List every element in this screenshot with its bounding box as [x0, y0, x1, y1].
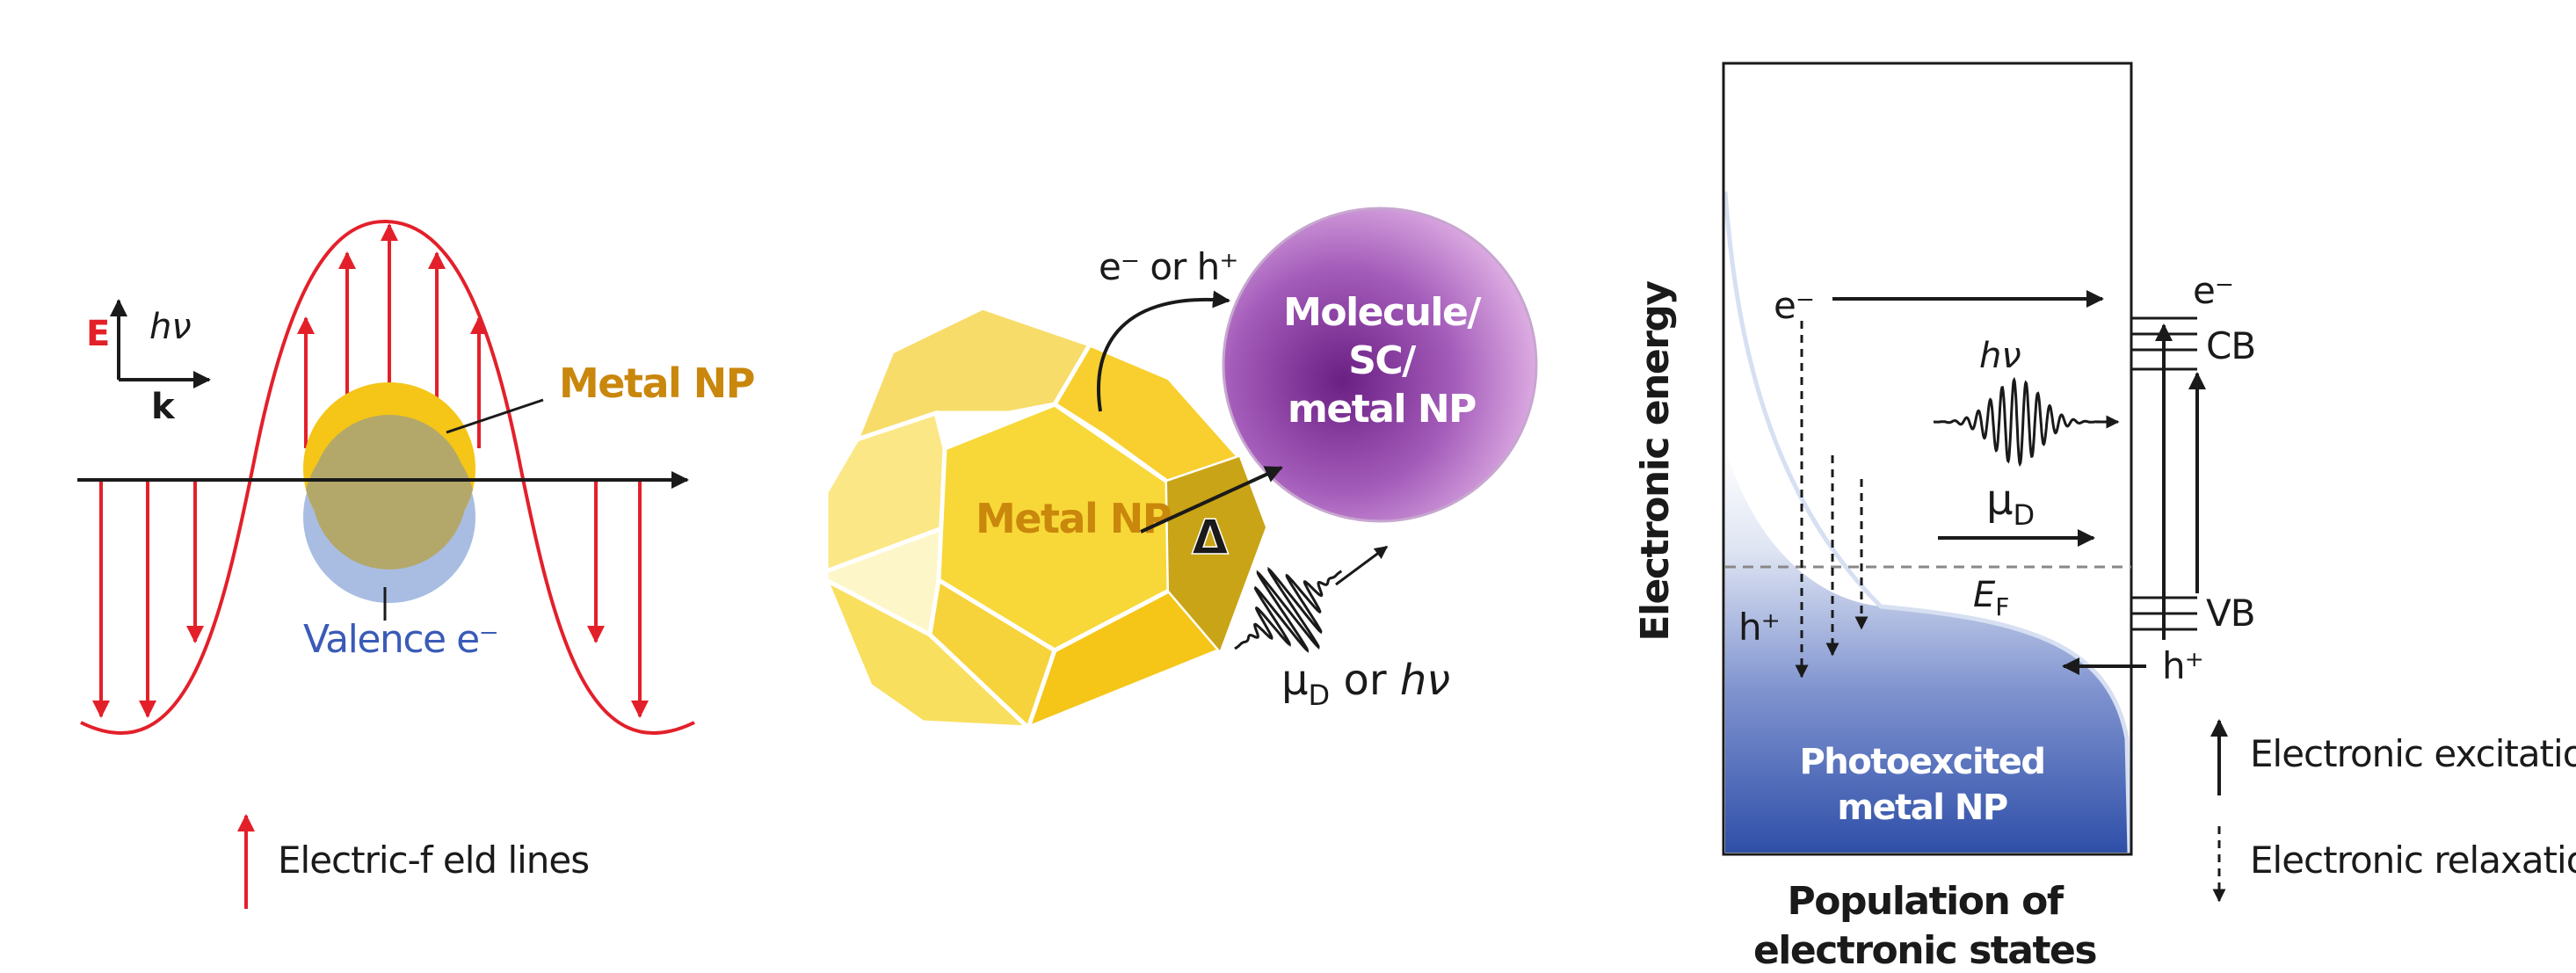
legend-excitation-label: Electronic excitation: [2250, 732, 2576, 775]
dos-box: [1722, 62, 2133, 856]
sphere-line-3: metal NP: [1288, 387, 1476, 432]
emission-arrow: [1335, 545, 1389, 586]
vb-hole-label: h⁺: [2162, 644, 2203, 687]
hole-label: h⁺: [1738, 606, 1780, 649]
overlap-lens: [312, 415, 467, 570]
mu-or-hv-label: μD or hν: [1281, 656, 1450, 712]
hv-label: hν: [149, 307, 192, 347]
sphere-line-2: SC/: [1348, 338, 1417, 383]
x-axis-line-1: Population of: [1788, 879, 2064, 924]
emission-wavepacket: [1234, 566, 1343, 653]
legend-field-label: Electric-f eld lines: [278, 839, 589, 882]
dos-curve: [1723, 191, 2132, 853]
facet-bottom-left: [822, 575, 1034, 730]
transfer-curve-arrow: [1096, 290, 1230, 412]
metal-np-label-b: Metal NP: [976, 495, 1171, 542]
mu-label-c: μD: [1986, 476, 2035, 532]
acceptor-sphere: [1222, 207, 1538, 523]
cb-label: CB: [2206, 324, 2255, 367]
facet-side-dark: [1167, 457, 1266, 650]
hv-label-c: hν: [1979, 336, 2021, 376]
electron-label: e⁻: [1774, 284, 1814, 327]
k-axis-label: k: [151, 387, 176, 427]
legend-relaxation-label: Electronic relaxation: [2250, 839, 2576, 882]
photo-line-1: Photoexcited: [1799, 742, 2044, 782]
transfer-label: e⁻ or h⁺: [1099, 245, 1237, 288]
fermi-label: EF: [1973, 575, 2009, 621]
photon-wavepacket: [1934, 376, 2101, 468]
x-axis-line-2: electronic states: [1753, 928, 2096, 969]
valence-label: Valence e⁻: [303, 617, 497, 662]
e-axis-label: E: [86, 314, 110, 354]
sphere-line-1: Molecule/: [1283, 290, 1482, 335]
metal-np-leader: [446, 398, 544, 434]
cb-electron-label: e⁻: [2193, 269, 2233, 312]
panel-a-nanoparticle: [303, 382, 475, 603]
photo-line-2: metal NP: [1837, 788, 2007, 828]
field-wave: [80, 219, 695, 735]
y-axis-label: Electronic energy: [1633, 281, 1678, 642]
vb-label: VB: [2206, 592, 2255, 635]
panel-b-polyhedron: [822, 305, 1266, 732]
energy-transfer-arrow: [1140, 466, 1283, 534]
ek-axes: E hν k: [86, 299, 211, 427]
delta-label: Δ: [1192, 510, 1229, 565]
dos-filled-region: [1725, 448, 2130, 853]
metal-np-label-a: Metal NP: [559, 359, 754, 407]
